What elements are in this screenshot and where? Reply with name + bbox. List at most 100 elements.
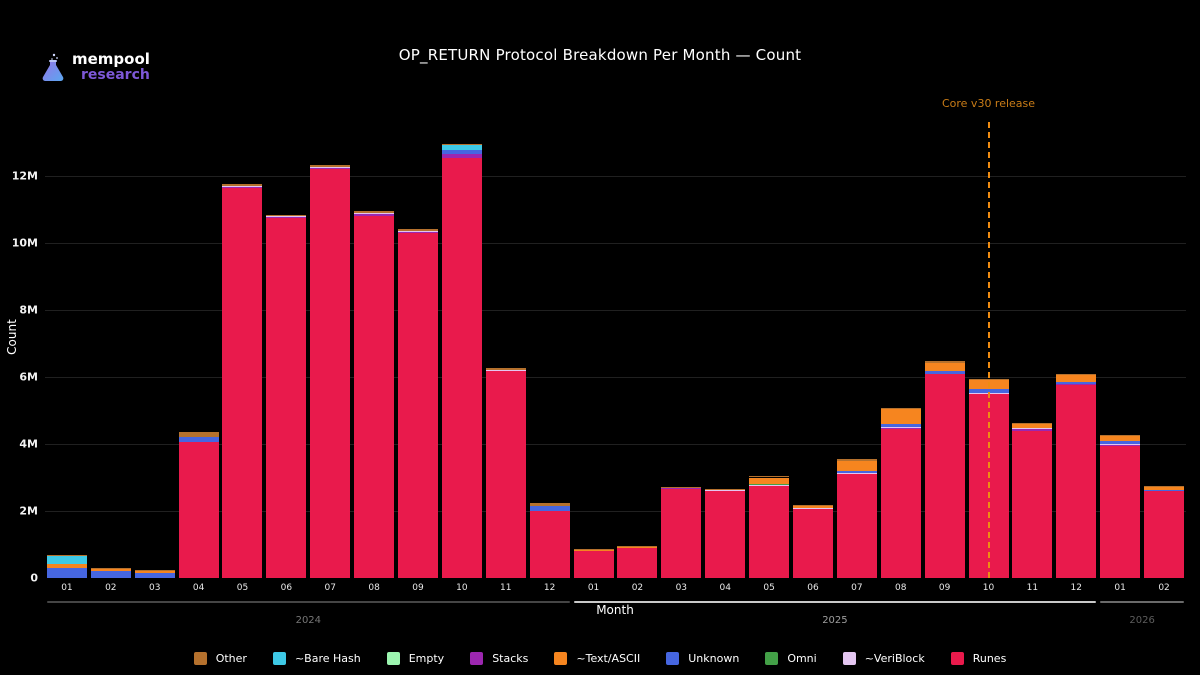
bar-segment[interactable]: [266, 217, 307, 578]
bar-segment[interactable]: [705, 490, 746, 578]
bar-segment[interactable]: [1100, 444, 1141, 446]
bar-segment[interactable]: [354, 211, 395, 213]
bar-segment[interactable]: [485, 367, 526, 370]
bar-segment[interactable]: [924, 362, 965, 371]
bar-segment[interactable]: [749, 484, 790, 486]
bar-segment[interactable]: [880, 408, 921, 410]
legend-item[interactable]: Omni: [765, 652, 817, 665]
bar-segment[interactable]: [1144, 486, 1185, 490]
bar-segment[interactable]: [749, 475, 790, 477]
bar-segment[interactable]: [573, 549, 614, 552]
bar-segment[interactable]: [705, 488, 746, 490]
bar-segment[interactable]: [441, 144, 482, 151]
bar-segment[interactable]: [617, 545, 658, 547]
legend-item[interactable]: Other: [193, 652, 247, 665]
bar-segment[interactable]: [354, 212, 395, 215]
bar-segment[interactable]: [134, 572, 175, 578]
bar-segment[interactable]: [661, 487, 702, 490]
legend-item[interactable]: Empty: [386, 652, 444, 665]
mempool-research-logo[interactable]: mempool research: [40, 51, 150, 86]
bar-segment[interactable]: [1144, 489, 1185, 491]
bar-segment[interactable]: [1100, 440, 1141, 444]
bar-segment[interactable]: [310, 165, 351, 168]
bar-segment[interactable]: [880, 428, 921, 578]
bar-segment[interactable]: [354, 214, 395, 217]
bar-segment[interactable]: [792, 507, 833, 510]
bar-segment[interactable]: [1100, 445, 1141, 578]
bar-segment[interactable]: [661, 486, 702, 488]
bar-segment[interactable]: [134, 570, 175, 571]
bar-segment[interactable]: [1144, 485, 1185, 487]
bar-segment[interactable]: [529, 505, 570, 511]
bar-segment[interactable]: [617, 546, 658, 548]
bar-segment[interactable]: [573, 549, 614, 550]
legend-item[interactable]: ~VeriBlock: [842, 652, 925, 665]
bar-segment[interactable]: [178, 437, 219, 443]
bar-segment[interactable]: [880, 427, 921, 429]
bar-segment[interactable]: [310, 169, 351, 578]
bar-segment[interactable]: [354, 216, 395, 578]
bar-segment[interactable]: [1012, 430, 1053, 578]
bar-segment[interactable]: [792, 504, 833, 506]
bar-segment[interactable]: [222, 186, 263, 188]
bar-segment[interactable]: [90, 567, 131, 569]
bar-segment[interactable]: [398, 229, 439, 231]
bar-segment[interactable]: [134, 570, 175, 573]
bar-segment[interactable]: [485, 370, 526, 578]
bar-segment[interactable]: [46, 555, 87, 564]
bar-segment[interactable]: [46, 563, 87, 568]
bar-segment[interactable]: [749, 476, 790, 478]
bar-segment[interactable]: [222, 184, 263, 186]
bar-segment[interactable]: [880, 426, 921, 428]
bar-segment[interactable]: [836, 470, 877, 473]
bar-segment[interactable]: [924, 373, 965, 578]
bar-segment[interactable]: [749, 485, 790, 578]
bar-segment[interactable]: [441, 143, 482, 145]
bar-segment[interactable]: [529, 511, 570, 578]
bar-segment[interactable]: [836, 474, 877, 578]
bar-segment[interactable]: [880, 424, 921, 427]
bar-segment[interactable]: [1012, 428, 1053, 431]
bar-segment[interactable]: [485, 369, 526, 371]
legend-item[interactable]: Unknown: [666, 652, 739, 665]
bar-segment[interactable]: [441, 150, 482, 155]
bar-segment[interactable]: [1056, 381, 1097, 384]
bar-segment[interactable]: [617, 547, 658, 578]
bar-segment[interactable]: [1056, 383, 1097, 386]
bar-segment[interactable]: [1056, 374, 1097, 382]
bar-segment[interactable]: [441, 154, 482, 158]
bar-segment[interactable]: [310, 167, 351, 170]
bar-segment[interactable]: [836, 460, 877, 471]
bar-segment[interactable]: [222, 187, 263, 578]
bar-segment[interactable]: [1012, 427, 1053, 429]
bar-segment[interactable]: [1100, 444, 1141, 445]
bar-segment[interactable]: [836, 472, 877, 475]
bar-segment[interactable]: [1056, 373, 1097, 375]
bar-segment[interactable]: [46, 554, 87, 556]
bar-segment[interactable]: [529, 502, 570, 506]
bar-segment[interactable]: [1056, 385, 1097, 578]
bar-segment[interactable]: [1012, 423, 1053, 428]
bar-segment[interactable]: [90, 570, 131, 578]
bar-segment[interactable]: [1100, 434, 1141, 436]
legend-item[interactable]: Runes: [950, 652, 1006, 665]
bar-segment[interactable]: [792, 505, 833, 508]
bar-segment[interactable]: [441, 157, 482, 578]
bar-segment[interactable]: [266, 215, 307, 217]
bar-segment[interactable]: [398, 230, 439, 232]
bar-segment[interactable]: [836, 459, 877, 461]
bar-segment[interactable]: [880, 409, 921, 425]
legend-item[interactable]: Stacks: [470, 652, 528, 665]
bar-segment[interactable]: [1100, 435, 1141, 441]
bar-segment[interactable]: [792, 509, 833, 578]
bar-segment[interactable]: [705, 489, 746, 491]
bar-segment[interactable]: [661, 489, 702, 578]
bar-segment[interactable]: [266, 216, 307, 218]
bar-segment[interactable]: [266, 216, 307, 217]
bar-segment[interactable]: [310, 167, 351, 168]
bar-segment[interactable]: [1144, 490, 1185, 578]
bar-segment[interactable]: [398, 231, 439, 233]
bar-segment[interactable]: [749, 477, 790, 485]
bar-segment[interactable]: [398, 232, 439, 578]
bar-segment[interactable]: [222, 185, 263, 187]
